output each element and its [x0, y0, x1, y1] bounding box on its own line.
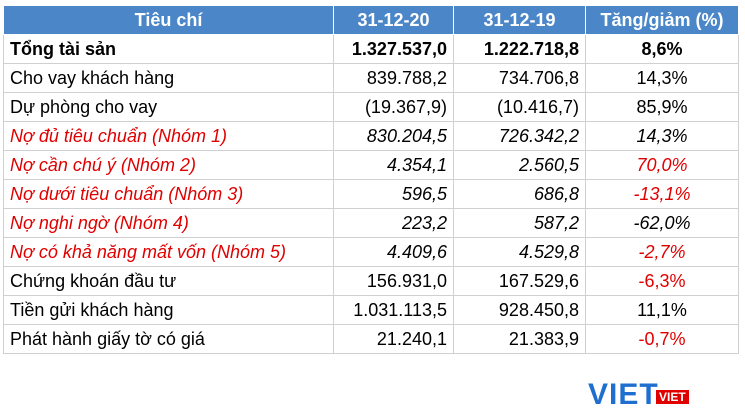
cell-value: -6,3% [585, 266, 739, 296]
row-label: Chứng khoán đầu tư [3, 266, 334, 296]
watermark-badge: VIET [656, 390, 689, 404]
cell-value: -0,7% [585, 324, 739, 354]
cell-value: 4.409,6 [333, 237, 454, 267]
table-row: Tiền gửi khách hàng 1.031.113,5 928.450,8 1… [3, 295, 739, 325]
cell-value: 21.383,9 [453, 324, 586, 354]
header-cell: 31-12-20 [333, 5, 454, 35]
header-cell: Tiêu chí [3, 5, 334, 35]
header-cell: 31-12-19 [453, 5, 586, 35]
cell-value: 156.931,0 [333, 266, 454, 296]
row-label: Nợ cần chú ý (Nhóm 2) [3, 150, 334, 180]
table-row: Dự phòng cho vay (19.367,9) (10.416,7) 85,9… [3, 92, 739, 122]
table-row: Nợ có khả năng mất vốn (Nhóm 5) 4.409,6 4.… [3, 237, 739, 267]
cell-value: 4.354,1 [333, 150, 454, 180]
cell-value: 167.529,6 [453, 266, 586, 296]
table-row: Cho vay khách hàng 839.788,2 734.706,8 14,3… [3, 63, 739, 93]
cell-value: 223,2 [333, 208, 454, 238]
cell-value: 21.240,1 [333, 324, 454, 354]
cell-value: 830.204,5 [333, 121, 454, 151]
cell-value: 8,6% [585, 34, 739, 64]
row-label: Nợ dưới tiêu chuẩn (Nhóm 3) [3, 179, 334, 209]
cell-value: 4.529,8 [453, 237, 586, 267]
row-label: Nợ đủ tiêu chuẩn (Nhóm 1) [3, 121, 334, 151]
cell-value: 839.788,2 [333, 63, 454, 93]
row-label: Dự phòng cho vay [3, 92, 334, 122]
row-label: Tổng tài sản [3, 34, 334, 64]
cell-value: 1.031.113,5 [333, 295, 454, 325]
row-label: Phát hành giấy tờ có giá [3, 324, 334, 354]
cell-value: 726.342,2 [453, 121, 586, 151]
cell-value: 1.222.718,8 [453, 34, 586, 64]
cell-value: 587,2 [453, 208, 586, 238]
table-row: Phát hành giấy tờ có giá 21.240,1 21.383,9… [3, 324, 739, 354]
table-row: Nợ đủ tiêu chuẩn (Nhóm 1) 830.204,5 726.34… [3, 121, 739, 151]
cell-value: 686,8 [453, 179, 586, 209]
table-row: Nợ cần chú ý (Nhóm 2) 4.354,1 2.560,5 70,0% [3, 150, 739, 180]
cell-value: 11,1% [585, 295, 739, 325]
cell-value: 14,3% [585, 121, 739, 151]
watermark-text: VIET [588, 378, 659, 411]
table-body: Tiêu chí 31-12-20 31-12-19 Tăng/giảm (%)… [3, 5, 739, 354]
table-row: Chứng khoán đầu tư 156.931,0 167.529,6 -6,3… [3, 266, 739, 296]
cell-value: (19.367,9) [333, 92, 454, 122]
header-cell: Tăng/giảm (%) [585, 5, 739, 35]
cell-value: 596,5 [333, 179, 454, 209]
row-label: Nợ nghi ngờ (Nhóm 4) [3, 208, 334, 238]
cell-value: 734.706,8 [453, 63, 586, 93]
row-label: Tiền gửi khách hàng [3, 295, 334, 325]
table-row: Nợ dưới tiêu chuẩn (Nhóm 3) 596,5 686,8 -13… [3, 179, 739, 209]
cell-value: (10.416,7) [453, 92, 586, 122]
cell-value: -62,0% [585, 208, 739, 238]
table-row: Tổng tài sản 1.327.537,0 1.222.718,8 8,6% [3, 34, 739, 64]
row-label: Nợ có khả năng mất vốn (Nhóm 5) [3, 237, 334, 267]
cell-value: 70,0% [585, 150, 739, 180]
cell-value: 1.327.537,0 [333, 34, 454, 64]
header-row: Tiêu chí 31-12-20 31-12-19 Tăng/giảm (%) [3, 5, 739, 35]
data-table: Tiêu chí 31-12-20 31-12-19 Tăng/giảm (%)… [3, 5, 739, 354]
table-row: Nợ nghi ngờ (Nhóm 4) 223,2 587,2 -62,0% [3, 208, 739, 238]
cell-value: 14,3% [585, 63, 739, 93]
cell-value: -2,7% [585, 237, 739, 267]
cell-value: 928.450,8 [453, 295, 586, 325]
watermark: VIET VIET [588, 378, 689, 412]
cell-value: 85,9% [585, 92, 739, 122]
cell-value: 2.560,5 [453, 150, 586, 180]
row-label: Cho vay khách hàng [3, 63, 334, 93]
cell-value: -13,1% [585, 179, 739, 209]
